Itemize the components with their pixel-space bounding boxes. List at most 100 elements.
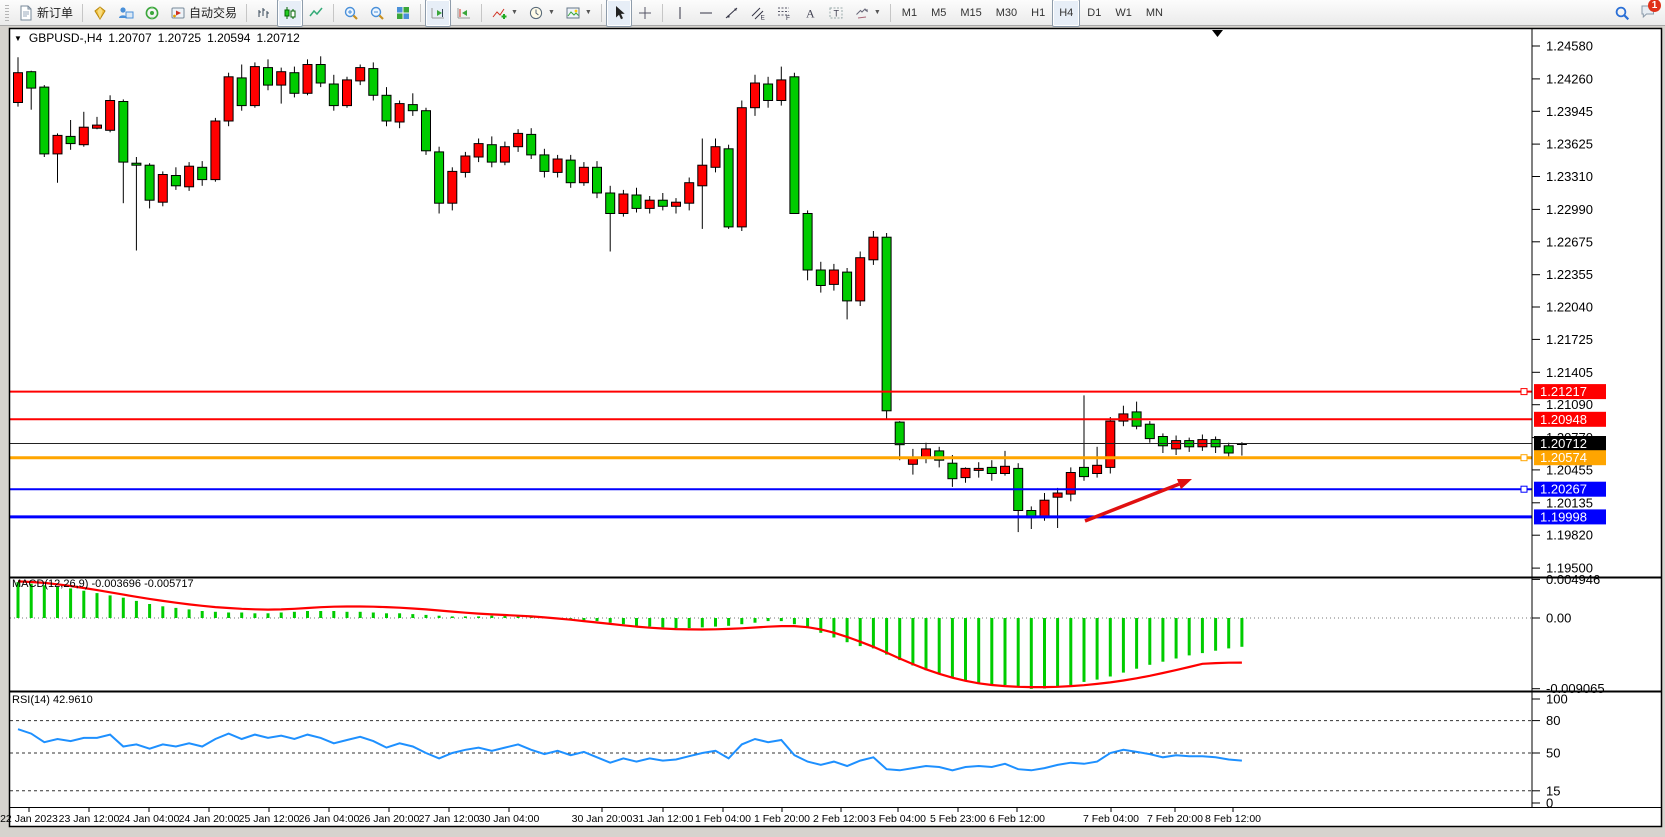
chart-shift-button[interactable]	[451, 0, 477, 27]
time-tick-label[interactable]: 5 Feb 23:00	[930, 813, 986, 825]
crosshair-button[interactable]	[632, 0, 658, 27]
symbol-caret-icon[interactable]: ▼	[14, 33, 22, 43]
tf-h4-button[interactable]: H4	[1052, 0, 1081, 27]
candle-body	[447, 170, 458, 204]
candle-body	[644, 199, 655, 209]
search-button[interactable]	[1609, 0, 1635, 27]
fibonacci-button[interactable]: F	[771, 0, 797, 27]
candle-body	[460, 155, 471, 173]
time-tick-label[interactable]: 6 Feb 12:00	[989, 813, 1045, 825]
time-tick-label[interactable]: 3 Feb 04:00	[870, 813, 926, 825]
time-tick-label[interactable]: 1 Feb 20:00	[754, 813, 810, 825]
time-tick-label[interactable]: 22 Jan 2023	[0, 813, 58, 825]
indicators-button[interactable]: ▼	[486, 0, 523, 27]
auto-scroll-button[interactable]	[425, 0, 452, 27]
tf-d1-button[interactable]: D1	[1080, 0, 1108, 27]
market-watch-button[interactable]	[139, 0, 165, 27]
chart-symbol-ohlc: ▼ GBPUSD-,H4 1.20707 1.20725 1.20594 1.2…	[14, 31, 300, 45]
new-order-button[interactable]: 新订单	[13, 0, 78, 27]
tf-m1-label: M1	[901, 6, 918, 19]
tf-m30-label: M30	[995, 6, 1018, 19]
trendline-button[interactable]	[719, 0, 745, 27]
notifications-button[interactable]: 1	[1635, 0, 1661, 27]
navigator-button[interactable]	[113, 0, 139, 27]
time-tick-label[interactable]: 26 Jan 04:00	[299, 813, 360, 825]
tf-m1-button[interactable]: M1	[895, 0, 924, 27]
time-tick-label[interactable]: 24 Jan 04:00	[119, 813, 180, 825]
rsi-axis-label: 80	[1546, 713, 1560, 728]
time-tick-label[interactable]: 27 Jan 12:00	[419, 813, 480, 825]
arrows-icon	[854, 5, 870, 21]
time-tick-label[interactable]: 31 Jan 12:00	[633, 813, 694, 825]
trend-arrow[interactable]	[1084, 482, 1180, 523]
auto-scroll-icon	[430, 5, 446, 21]
trend-arrow-head[interactable]	[1176, 478, 1192, 490]
toolbar-separator	[481, 3, 483, 22]
periods-button[interactable]: ▼	[523, 0, 560, 27]
time-tick-label[interactable]: 23 Jan 12:00	[59, 813, 120, 825]
arrows-button[interactable]: ▼	[849, 0, 886, 27]
cursor-button[interactable]	[605, 0, 632, 27]
time-tick-label[interactable]: 1 Feb 04:00	[695, 813, 751, 825]
line-chart-button[interactable]	[303, 0, 329, 27]
time-tick-label[interactable]: 30 Jan 04:00	[479, 813, 540, 825]
time-tick-label[interactable]: 30 Jan 20:00	[572, 813, 633, 825]
candle-body	[1052, 492, 1063, 498]
price-badge-label: 1.20267	[1540, 482, 1587, 497]
toolbar: 新订单 自动交易 ▼ ▼ ▼ E F A T ▼ M1 M5 M15 M30 H1 H4 D1 W1 MN 1	[0, 0, 1665, 27]
window-menu-caret-icon[interactable]	[1212, 30, 1223, 37]
price-tick-label: 1.23310	[1546, 169, 1593, 184]
crosshair-icon	[637, 5, 653, 21]
vertical-line-button[interactable]	[667, 0, 693, 27]
metaeditor-button[interactable]	[87, 0, 113, 27]
notification-count-badge: 1	[1648, 0, 1661, 12]
candle-body	[565, 159, 576, 184]
time-tick-label[interactable]: 8 Feb 12:00	[1205, 813, 1261, 825]
tf-h1-button[interactable]: H1	[1024, 0, 1052, 27]
svg-text:E: E	[760, 14, 765, 21]
time-tick-label[interactable]: 2 Feb 12:00	[813, 813, 869, 825]
text-button[interactable]: A	[797, 0, 823, 27]
candle-body	[39, 86, 50, 155]
candle-body	[671, 201, 681, 207]
time-tick-label[interactable]: 25 Jan 12:00	[239, 813, 300, 825]
price-badge	[1534, 450, 1606, 466]
candle-body	[1079, 466, 1089, 478]
candlestick-chart-button[interactable]	[277, 0, 304, 27]
auto-trading-button[interactable]: 自动交易	[165, 0, 242, 27]
candle-body	[131, 162, 142, 166]
time-tick-label[interactable]: 7 Feb 20:00	[1147, 813, 1203, 825]
candle-body	[789, 76, 800, 214]
templates-button[interactable]: ▼	[560, 0, 597, 27]
ohlc-open: 1.20707	[108, 31, 152, 45]
tile-windows-button[interactable]	[390, 0, 416, 27]
hline-handle[interactable]	[1520, 485, 1528, 493]
time-tick-label[interactable]: 7 Feb 04:00	[1083, 813, 1139, 825]
time-tick-label[interactable]: 26 Jan 20:00	[359, 813, 420, 825]
candle-body	[828, 269, 839, 285]
tf-mn-button[interactable]: MN	[1139, 0, 1170, 27]
hline-handle[interactable]	[1520, 454, 1528, 462]
tf-m30-button[interactable]: M30	[989, 0, 1024, 27]
zoom-in-icon	[343, 5, 359, 21]
candle-body	[618, 193, 629, 214]
candle-body	[1144, 423, 1155, 440]
price-tick-label: 1.22675	[1546, 234, 1593, 249]
bar-chart-button[interactable]	[251, 0, 277, 27]
toolbar-separator	[420, 3, 422, 22]
tf-w1-button[interactable]: W1	[1108, 0, 1139, 27]
candle-body	[473, 143, 484, 158]
label-button[interactable]: T	[823, 0, 849, 27]
time-tick-label[interactable]: 24 Jan 20:00	[179, 813, 240, 825]
hline-handle[interactable]	[1520, 388, 1528, 396]
zoom-out-button[interactable]	[364, 0, 390, 27]
candle-body	[65, 135, 76, 145]
horizontal-line-button[interactable]	[693, 0, 719, 27]
channel-button[interactable]: E	[745, 0, 771, 27]
tf-m15-button[interactable]: M15	[953, 0, 988, 27]
tf-m5-button[interactable]: M5	[924, 0, 953, 27]
rsi-axis-label: 100	[1546, 692, 1568, 707]
zoom-in-button[interactable]	[338, 0, 364, 27]
price-tick-label: 1.22040	[1546, 300, 1593, 315]
